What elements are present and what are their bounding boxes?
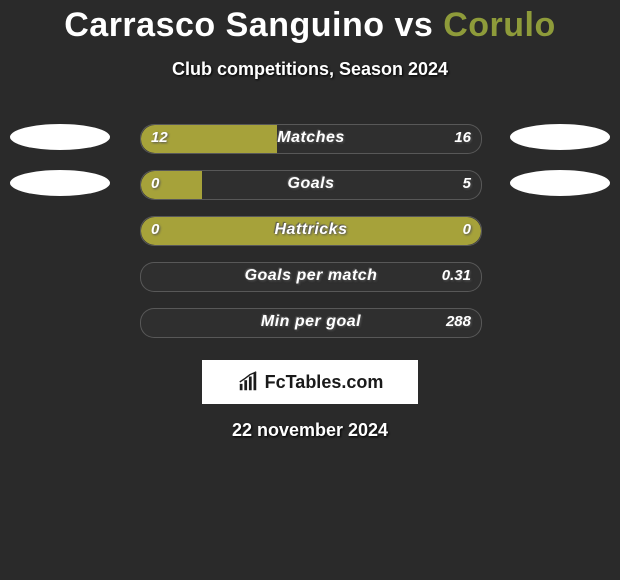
comparison-infographic: Carrasco Sanguino vs Corulo Club competi… bbox=[0, 0, 620, 580]
brand-text: FcTables.com bbox=[265, 372, 384, 393]
brand-badge: FcTables.com bbox=[202, 360, 418, 404]
stat-rows: Matches1216Goals05Hattricks00Goals per m… bbox=[0, 116, 620, 346]
stat-bar: Hattricks0 0 bbox=[140, 216, 482, 246]
chart-icon bbox=[237, 371, 259, 393]
stat-label: Hattricks bbox=[141, 221, 481, 239]
stat-value-right: 0.31 bbox=[442, 267, 471, 284]
stat-value-left: 12 bbox=[151, 129, 168, 146]
stat-bar: Min per goal288 bbox=[140, 308, 482, 338]
stat-label: Matches bbox=[141, 129, 481, 147]
subtitle: Club competitions, Season 2024 bbox=[0, 59, 620, 80]
stat-value-right: 0 bbox=[463, 221, 471, 238]
stat-value-right: 288 bbox=[446, 313, 471, 330]
stat-label: Goals per match bbox=[141, 267, 481, 285]
avatar-left bbox=[10, 124, 110, 150]
stat-bar: Matches12 16 bbox=[140, 124, 482, 154]
stat-row: Min per goal288 bbox=[0, 300, 620, 346]
stat-value-left: 0 bbox=[151, 175, 159, 192]
avatar-right bbox=[510, 170, 610, 196]
stat-label: Min per goal bbox=[141, 313, 481, 331]
title-vs: vs bbox=[394, 6, 433, 44]
stat-row: Goals per match0.31 bbox=[0, 254, 620, 300]
stat-value-left: 0 bbox=[151, 221, 159, 238]
stat-row: Hattricks0 0 bbox=[0, 208, 620, 254]
stat-bar: Goals per match0.31 bbox=[140, 262, 482, 292]
page-title: Carrasco Sanguino vs Corulo bbox=[0, 0, 620, 45]
avatar-right bbox=[510, 124, 610, 150]
stat-row: Goals0 5 bbox=[0, 162, 620, 208]
stat-bar: Goals0 5 bbox=[140, 170, 482, 200]
player-right-name: Corulo bbox=[443, 6, 556, 44]
player-left-name: Carrasco Sanguino bbox=[64, 6, 384, 44]
avatar-left bbox=[10, 170, 110, 196]
stat-value-right: 5 bbox=[463, 175, 471, 192]
stat-row: Matches12 16 bbox=[0, 116, 620, 162]
footer-date: 22 november 2024 bbox=[0, 420, 620, 441]
stat-value-right: 16 bbox=[454, 129, 471, 146]
stat-label: Goals bbox=[141, 175, 481, 193]
